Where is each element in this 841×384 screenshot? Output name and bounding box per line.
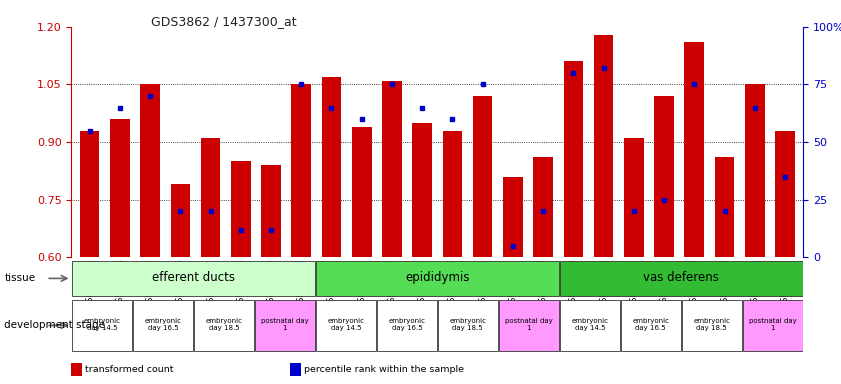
Bar	[775, 131, 795, 257]
Text: efferent ducts: efferent ducts	[152, 271, 235, 284]
Bar	[382, 81, 402, 257]
Bar	[682, 300, 742, 351]
Text: embryonic
day 16.5: embryonic day 16.5	[632, 318, 669, 331]
Bar	[321, 77, 341, 257]
Bar	[316, 300, 376, 351]
Bar	[262, 165, 281, 257]
Bar	[231, 161, 251, 257]
Text: vas deferens: vas deferens	[643, 271, 719, 284]
Text: embryonic
day 18.5: embryonic day 18.5	[205, 318, 242, 331]
Text: embryonic
day 14.5: embryonic day 14.5	[327, 318, 364, 331]
Bar	[563, 61, 583, 257]
Bar	[438, 300, 498, 351]
Bar	[560, 300, 620, 351]
Bar	[72, 261, 315, 296]
Text: postnatal day
1: postnatal day 1	[505, 318, 553, 331]
Bar	[654, 96, 674, 257]
Bar	[352, 127, 372, 257]
Bar	[255, 300, 315, 351]
Text: embryonic
day 14.5: embryonic day 14.5	[83, 318, 120, 331]
Text: percentile rank within the sample: percentile rank within the sample	[304, 365, 463, 374]
Bar	[80, 131, 99, 257]
Bar	[503, 177, 523, 257]
Bar	[133, 300, 193, 351]
Text: embryonic
day 16.5: embryonic day 16.5	[389, 318, 426, 331]
Bar	[292, 84, 311, 257]
Bar	[499, 300, 558, 351]
Bar	[72, 300, 132, 351]
Bar	[140, 84, 160, 257]
Bar	[377, 300, 436, 351]
Bar	[201, 138, 220, 257]
Bar	[745, 84, 764, 257]
Bar	[743, 300, 802, 351]
Bar	[171, 184, 190, 257]
Text: postnatal day
1: postnatal day 1	[748, 318, 796, 331]
Bar	[194, 300, 254, 351]
Text: development stage: development stage	[4, 320, 105, 331]
Bar	[621, 300, 680, 351]
Bar	[594, 35, 613, 257]
Bar	[624, 138, 643, 257]
Text: transformed count: transformed count	[85, 365, 173, 374]
Text: postnatal day
1: postnatal day 1	[261, 318, 309, 331]
Bar	[316, 261, 558, 296]
Bar	[560, 261, 802, 296]
Bar	[110, 119, 130, 257]
Bar	[412, 123, 432, 257]
Text: embryonic
day 18.5: embryonic day 18.5	[693, 318, 730, 331]
Bar	[442, 131, 463, 257]
Text: epididymis: epididymis	[405, 271, 469, 284]
Bar	[715, 157, 734, 257]
Text: GDS3862 / 1437300_at: GDS3862 / 1437300_at	[151, 15, 297, 28]
Text: embryonic
day 14.5: embryonic day 14.5	[571, 318, 608, 331]
Text: embryonic
day 18.5: embryonic day 18.5	[449, 318, 486, 331]
Text: embryonic
day 16.5: embryonic day 16.5	[145, 318, 182, 331]
Bar	[533, 157, 553, 257]
Bar	[473, 96, 493, 257]
Bar	[685, 42, 704, 257]
Text: tissue: tissue	[4, 273, 35, 283]
